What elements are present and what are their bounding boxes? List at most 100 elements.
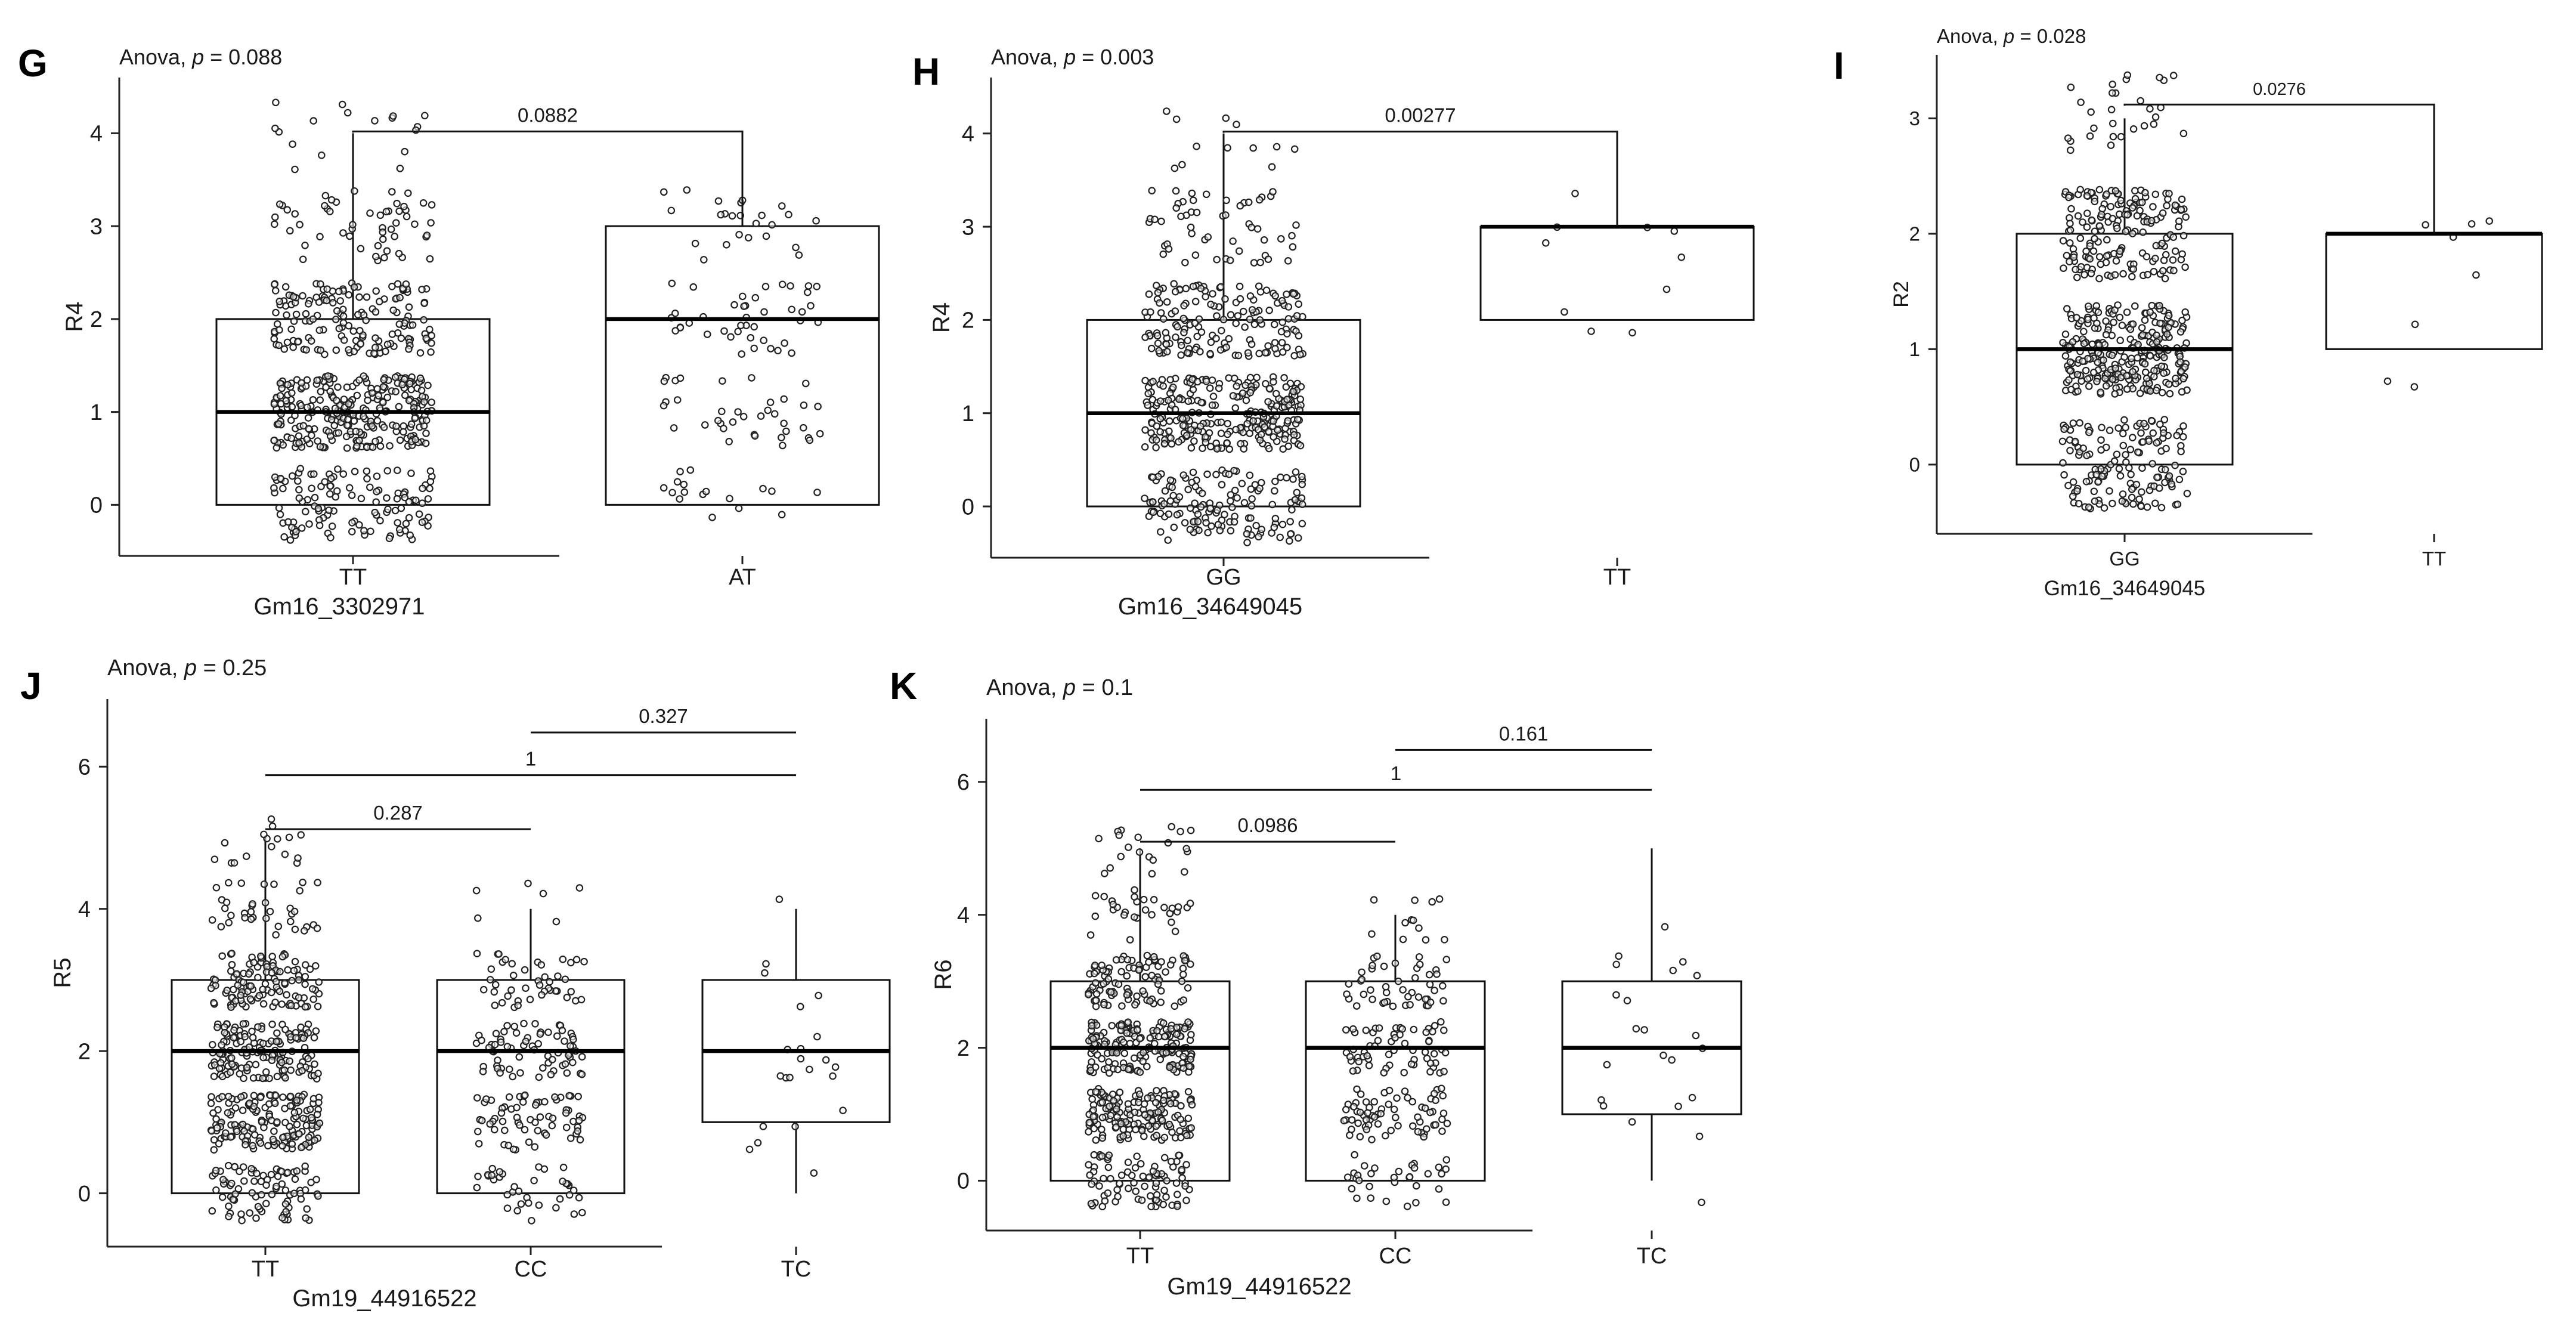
x-tick-label: AT — [729, 565, 756, 590]
data-point — [495, 950, 503, 958]
panel-letter: G — [18, 42, 48, 85]
data-point — [509, 1145, 518, 1154]
data-point — [1382, 1197, 1391, 1205]
data-point — [2073, 487, 2081, 495]
data-point — [2171, 201, 2179, 209]
data-point — [2091, 497, 2099, 505]
data-point — [1153, 422, 1161, 430]
data-point — [507, 986, 515, 994]
data-point — [1199, 444, 1206, 452]
data-point — [1148, 187, 1156, 194]
data-point — [383, 466, 392, 475]
data-point — [2175, 217, 2183, 225]
data-point — [1283, 474, 1290, 482]
data-point — [759, 484, 767, 493]
data-point — [287, 416, 295, 424]
data-point — [370, 350, 378, 357]
data-point — [301, 508, 309, 515]
data-point — [1153, 1191, 1161, 1199]
data-point — [1278, 296, 1286, 305]
title-p: p — [1063, 675, 1076, 700]
data-point — [274, 1172, 282, 1180]
data-point — [420, 316, 428, 324]
data-point — [1380, 1069, 1388, 1077]
data-point — [1244, 198, 1253, 206]
data-point — [516, 1069, 524, 1077]
data-point — [1175, 395, 1183, 403]
data-point — [680, 480, 688, 489]
data-point — [282, 1208, 290, 1216]
data-point — [1141, 973, 1150, 981]
data-point — [383, 341, 392, 348]
data-point — [1123, 956, 1132, 964]
data-point — [2091, 197, 2099, 206]
data-point — [1180, 329, 1188, 336]
data-point — [271, 124, 279, 132]
data-point — [1139, 987, 1147, 995]
data-point — [1289, 243, 1297, 251]
data-point — [1443, 1120, 1451, 1127]
data-point — [1117, 852, 1125, 861]
data-point — [1340, 1117, 1348, 1125]
data-point — [1412, 1199, 1420, 1207]
data-point — [1086, 1171, 1094, 1179]
data-point — [668, 279, 676, 288]
y-tick-label: 0 — [1909, 453, 1920, 475]
data-point — [1139, 1058, 1147, 1065]
data-point — [2138, 324, 2146, 332]
data-point — [1162, 1049, 1171, 1057]
data-point — [2160, 369, 2168, 377]
data-point — [1189, 196, 1197, 205]
data-point — [562, 1123, 571, 1132]
data-point — [559, 956, 567, 963]
data-point — [515, 1053, 524, 1061]
data-point — [402, 280, 410, 288]
data-point — [300, 927, 308, 935]
data-point — [1426, 1068, 1434, 1076]
title-prefix: Anova, — [119, 45, 192, 69]
title-value: = 0.003 — [1076, 45, 1154, 69]
data-point — [1109, 1090, 1117, 1098]
data-point — [1091, 979, 1100, 987]
data-point — [1698, 1198, 1705, 1207]
data-point — [307, 337, 315, 345]
data-point — [316, 233, 324, 241]
data-point — [1288, 506, 1296, 514]
data-point — [275, 987, 284, 996]
data-point — [1561, 308, 1568, 316]
data-point — [1394, 977, 1402, 985]
data-point — [420, 112, 429, 120]
data-point — [2151, 113, 2160, 121]
data-point — [298, 1143, 305, 1152]
data-point — [1390, 1105, 1398, 1114]
data-point — [315, 521, 324, 530]
data-point — [1174, 323, 1181, 331]
data-point — [2073, 273, 2081, 282]
data-point — [1092, 990, 1101, 998]
data-point — [333, 487, 341, 495]
x-tick-label: TT — [2422, 548, 2446, 570]
data-point — [1100, 1000, 1108, 1009]
data-point — [2103, 190, 2110, 198]
data-point — [1090, 1124, 1098, 1133]
data-point — [1149, 1167, 1157, 1175]
data-point — [691, 239, 699, 248]
data-point — [1131, 1164, 1140, 1172]
data-point — [208, 1041, 216, 1049]
data-point — [360, 412, 367, 421]
data-point — [2084, 302, 2092, 310]
data-point — [405, 379, 414, 388]
data-point — [1190, 437, 1198, 445]
data-point — [1425, 970, 1433, 979]
box-iqr — [171, 979, 360, 1195]
data-point — [412, 126, 420, 134]
y-tick-label: 4 — [78, 897, 91, 922]
data-point — [1284, 256, 1292, 265]
data-point — [2156, 73, 2163, 82]
bracket-line — [2123, 103, 2435, 234]
data-point — [1125, 843, 1132, 851]
data-point — [2411, 320, 2419, 329]
data-point — [1232, 425, 1240, 434]
data-point — [295, 994, 303, 1001]
data-point — [774, 347, 782, 355]
